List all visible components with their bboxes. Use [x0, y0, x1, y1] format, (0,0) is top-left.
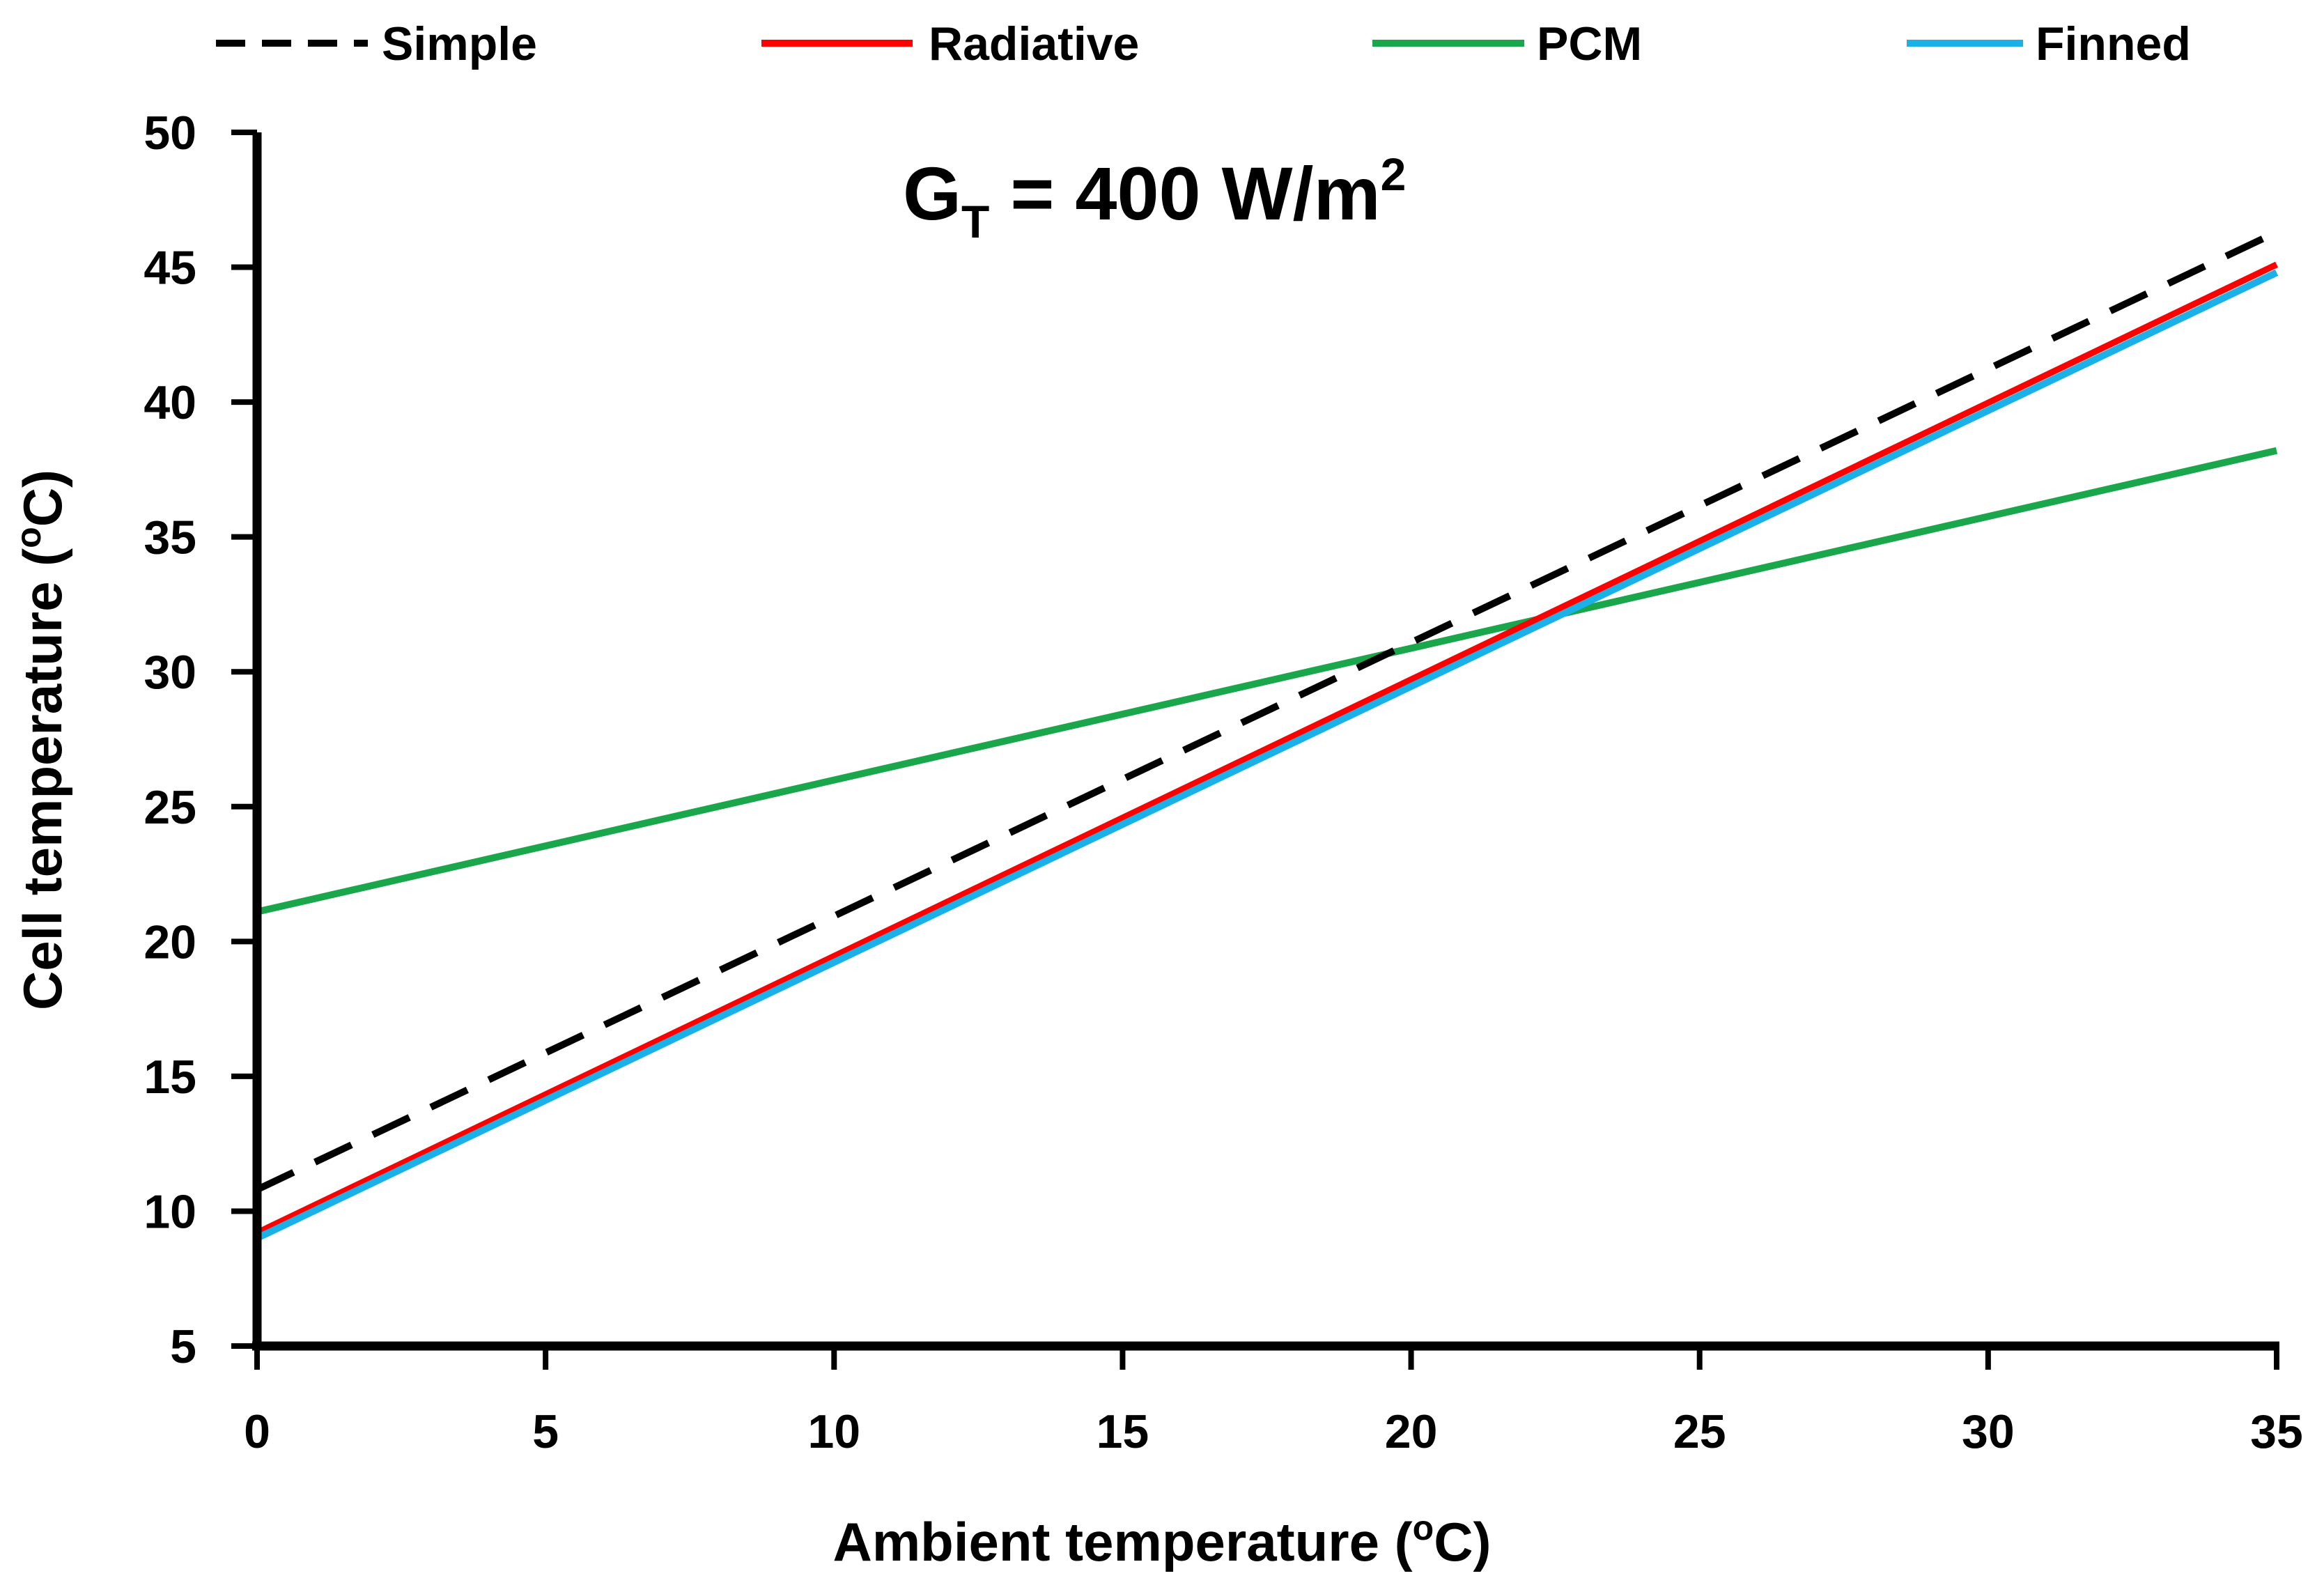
x-tick-label: 10: [807, 1405, 860, 1458]
x-tick-label: 5: [532, 1405, 559, 1458]
y-tick-label: 10: [144, 1185, 196, 1238]
y-tick-label: 25: [144, 781, 196, 834]
y-axis-title: Cell temperature (oC): [9, 470, 73, 1010]
legend-label-radiative: Radiative: [929, 17, 1139, 70]
y-tick-label: 15: [144, 1051, 196, 1104]
y-tick-label: 45: [144, 242, 196, 295]
legend-label-simple: Simple: [382, 17, 537, 70]
x-axis-title: Ambient temperature (oC): [833, 1508, 1492, 1572]
irradiance-annotation: GT = 400 W/m2: [903, 148, 1406, 247]
x-tick-label: 25: [1673, 1405, 1726, 1458]
series-line-pcm: [256, 447, 2278, 915]
x-tick-label: 35: [2250, 1405, 2303, 1458]
series-line-radiative: [256, 261, 2278, 1236]
y-ticks: 5 10 15 20 25 30 35 40 45 50: [144, 107, 257, 1373]
y-tick-label: 30: [144, 646, 196, 699]
series-line-simple: [255, 229, 2279, 1193]
x-ticks: 0 5 10 15 20 25 30 35: [244, 1346, 2303, 1458]
y-tick-label: 40: [144, 376, 196, 429]
legend: Simple Radiative PCM Finned: [216, 17, 2191, 70]
x-tick-label: 0: [244, 1405, 270, 1458]
series-layer: [255, 229, 2279, 1242]
series-line-finned: [255, 269, 2279, 1242]
y-tick-label: 20: [144, 915, 196, 968]
legend-label-pcm: PCM: [1537, 17, 1642, 70]
y-tick-label: 5: [170, 1320, 196, 1373]
y-tick-label: 35: [144, 511, 196, 564]
x-tick-label: 30: [1962, 1405, 2015, 1458]
y-tick-label: 50: [144, 107, 196, 160]
x-tick-label: 15: [1097, 1405, 1149, 1458]
x-tick-label: 20: [1385, 1405, 1438, 1458]
legend-label-finned: Finned: [2036, 17, 2191, 70]
